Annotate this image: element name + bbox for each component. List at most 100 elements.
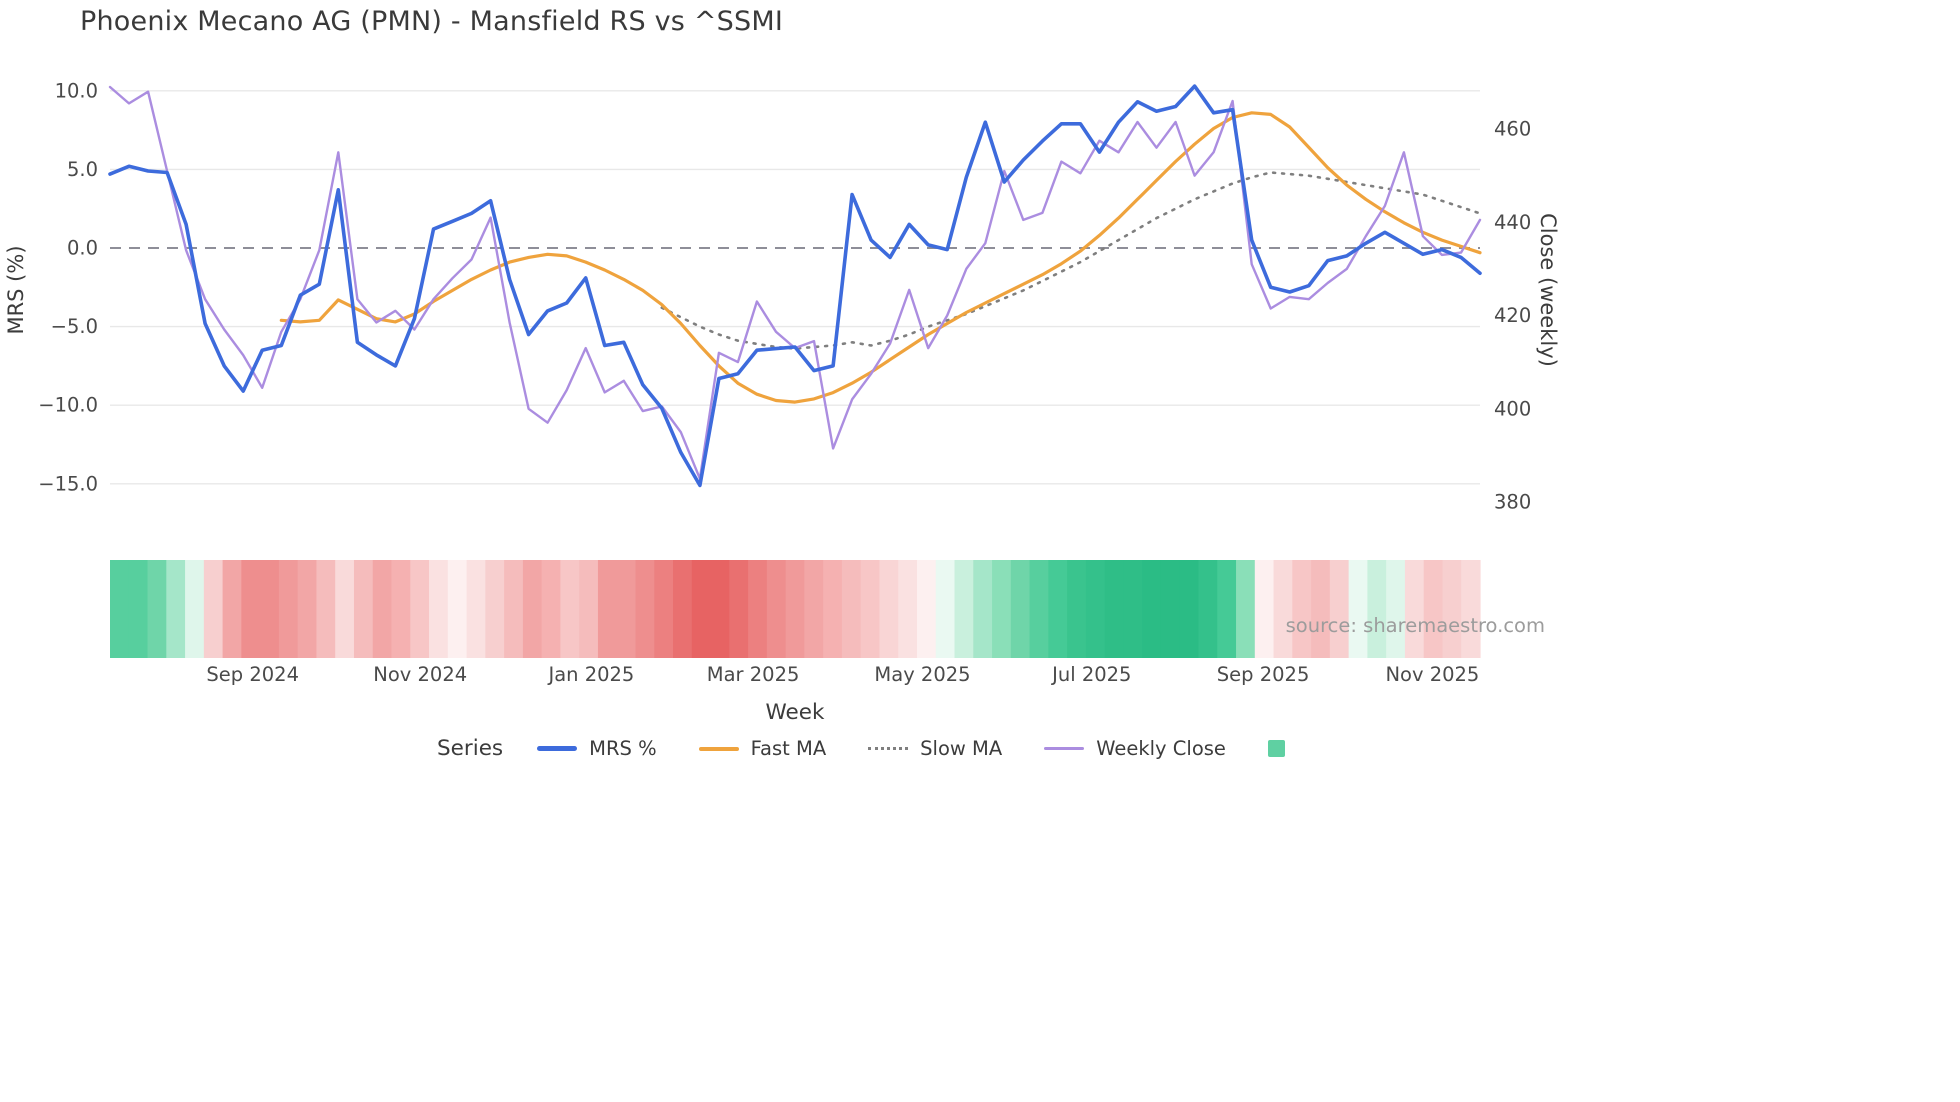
- heatmap-cell: [1329, 560, 1350, 658]
- y-left-tick-label: 0.0: [67, 237, 98, 260]
- heatmap-cell: [1442, 560, 1462, 658]
- heatmap-cell: [785, 560, 805, 658]
- heatmap-cell: [1292, 560, 1312, 658]
- heatmap-cell: [185, 560, 205, 658]
- heatmap-cell: [1029, 560, 1049, 658]
- heatmap-cell: [1348, 560, 1368, 658]
- heatmap-cell: [916, 560, 937, 658]
- heatmap-cell: [1386, 560, 1406, 658]
- heatmap-cell: [1404, 560, 1425, 658]
- heatmap-cell: [1198, 560, 1218, 658]
- plot-area[interactable]: [110, 78, 1480, 518]
- heatmap-cell: [616, 560, 637, 658]
- heatmap-cell: [860, 560, 881, 658]
- heatmap-cell: [579, 560, 599, 658]
- legend-item-mrs-[interactable]: MRS %: [537, 737, 657, 760]
- legend-label: Fast MA: [750, 737, 827, 760]
- heatmap-cell: [973, 560, 993, 658]
- x-tick-label: May 2025: [874, 663, 970, 686]
- heatmap-cell: [1085, 560, 1106, 658]
- y-right-tick-label: 420: [1494, 304, 1531, 327]
- heatmap-cell: [935, 560, 956, 658]
- y-right-tick-label: 400: [1494, 397, 1531, 420]
- heatmap-cell: [316, 560, 336, 658]
- legend-swatch-line-icon: [1044, 747, 1085, 750]
- chart-title: Phoenix Mecano AG (PMN) - Mansfield RS v…: [80, 6, 783, 37]
- heatmap-cell: [1367, 560, 1387, 658]
- heatmap-cell: [691, 560, 712, 658]
- heatmap-cell: [260, 560, 280, 658]
- legend-item-weekly-close[interactable]: Weekly Close: [1044, 737, 1226, 760]
- x-tick-label: Mar 2025: [707, 663, 800, 686]
- heatmap-cell: [485, 560, 505, 658]
- heatmap-cell: [1179, 560, 1200, 658]
- y-left-tick-label: 5.0: [67, 158, 98, 181]
- heatmap-cell: [1142, 560, 1162, 658]
- heatmap-cell: [1160, 560, 1181, 658]
- heatmap-cell: [410, 560, 430, 658]
- heatmap-cell: [1273, 560, 1293, 658]
- x-axis-title: Week: [765, 700, 825, 725]
- heatmap-cell: [729, 560, 749, 658]
- heatmap-cell: [1423, 560, 1444, 658]
- legend-item-heatmap[interactable]: [1267, 740, 1285, 757]
- heatmap-cell: [879, 560, 899, 658]
- heatmap-cell: [804, 560, 824, 658]
- y-left-axis-title: MRS (%): [4, 245, 28, 335]
- y-left-tick-label: −15.0: [38, 472, 98, 495]
- legend-item-slow-ma[interactable]: Slow MA: [868, 737, 1002, 760]
- heatmap-cell: [1104, 560, 1125, 658]
- y-left-tick-label: −5.0: [51, 315, 98, 338]
- y-right-tick-label: 460: [1494, 118, 1531, 141]
- heatmap-cell: [766, 560, 787, 658]
- heatmap-cell: [522, 560, 543, 658]
- legend-swatch-square-icon: [1267, 740, 1285, 757]
- legend-items: MRS % Fast MA Slow MA Weekly Close: [537, 737, 1285, 760]
- y-right-tick-label: 380: [1494, 491, 1531, 514]
- heatmap-cell: [429, 560, 449, 658]
- heatmap-cell: [673, 560, 693, 658]
- heatmap-cell: [372, 560, 393, 658]
- heatmap-cell: [353, 560, 374, 658]
- heatmap-cell: [1254, 560, 1275, 658]
- heatmap-cell: [447, 560, 468, 658]
- heatmap-cell: [1236, 560, 1256, 658]
- heatmap-cell: [654, 560, 674, 658]
- heatmap-cell: [1067, 560, 1087, 658]
- heatmap-cell: [203, 560, 224, 658]
- y-left-tick-label: −10.0: [38, 394, 98, 417]
- heatmap-cell: [748, 560, 768, 658]
- heatmap-cell: [222, 560, 242, 658]
- x-tick-label: Jul 2025: [1050, 663, 1131, 686]
- source-credit: source: sharemaestro.com: [1285, 614, 1545, 637]
- legend-swatch-line-icon: [698, 746, 739, 751]
- heatmap-cell: [466, 560, 486, 658]
- heatmap-cell: [597, 560, 618, 658]
- x-tick-label: Nov 2024: [373, 663, 467, 686]
- series-line-fast-ma: [279, 111, 1482, 404]
- heatmap-cell: [635, 560, 655, 658]
- heatmap-cell: [541, 560, 562, 658]
- heatmap-cell: [823, 560, 843, 658]
- heatmap-cell: [1123, 560, 1143, 658]
- heatmap-cell: [110, 560, 130, 658]
- heatmap-cell: [128, 560, 149, 658]
- heatmap-cell: [504, 560, 524, 658]
- heatmap-cell: [391, 560, 411, 658]
- y-right-axis-title: Close (weekly): [1536, 213, 1560, 367]
- heatmap-cell: [710, 560, 730, 658]
- heatmap-cell: [1048, 560, 1068, 658]
- legend-label: MRS %: [589, 737, 657, 760]
- legend-label: Slow MA: [920, 737, 1003, 760]
- heatmap-cell: [954, 560, 974, 658]
- y-left-tick-label: 10.0: [55, 79, 98, 102]
- heatmap-cell: [278, 560, 299, 658]
- series-line-mrs-: [108, 84, 1482, 488]
- legend-label: Weekly Close: [1096, 737, 1226, 760]
- legend: Series MRS % Fast MA Slow MA Weekly Close: [437, 736, 1285, 761]
- heatmap-cell: [1010, 560, 1031, 658]
- x-tick-label: Sep 2025: [1217, 663, 1310, 686]
- legend-item-fast-ma[interactable]: Fast MA: [698, 737, 827, 760]
